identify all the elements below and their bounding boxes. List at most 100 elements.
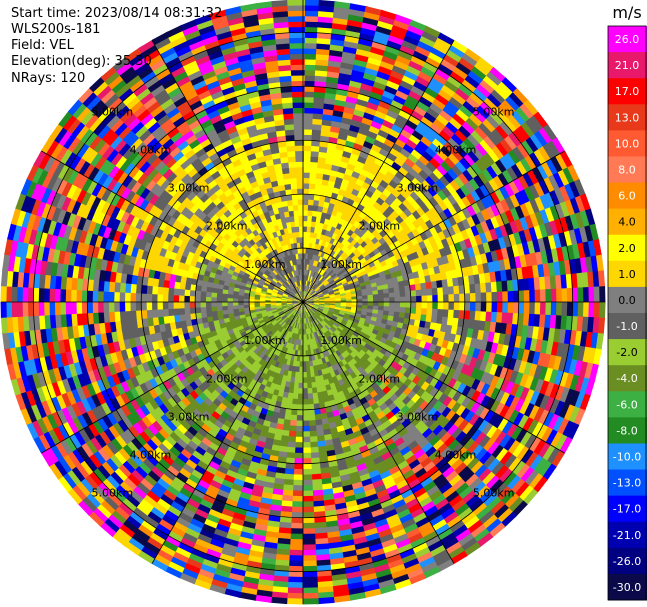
velocity-gate [516, 143, 531, 160]
velocity-gate [466, 216, 477, 229]
velocity-gate [381, 55, 398, 67]
velocity-gate [447, 152, 461, 166]
velocity-gate [303, 150, 312, 157]
velocity-gate [411, 129, 425, 142]
velocity-gate [481, 168, 495, 183]
velocity-gate [311, 282, 316, 289]
velocity-gate [308, 188, 316, 195]
velocity-gate [323, 265, 329, 272]
velocity-gate [304, 291, 308, 297]
velocity-gate [349, 272, 357, 278]
velocity-gate [416, 100, 431, 113]
velocity-gate [395, 54, 413, 67]
velocity-gate [287, 560, 303, 567]
velocity-gate [327, 288, 334, 293]
velocity-gate [322, 271, 328, 277]
velocity-gate [334, 278, 341, 284]
velocity-gate [469, 302, 477, 313]
velocity-gate [314, 69, 329, 77]
velocity-gate [324, 92, 338, 100]
velocity-gate [429, 226, 439, 237]
velocity-gate [494, 159, 508, 175]
velocity-gate [539, 209, 551, 226]
velocity-gate [483, 135, 498, 151]
velocity-gate [451, 164, 464, 178]
velocity-gate [390, 99, 405, 111]
velocity-gate [350, 74, 365, 84]
velocity-gate [441, 84, 457, 98]
velocity-gate [319, 245, 325, 252]
velocity-gate [325, 266, 331, 273]
velocity-gate [550, 288, 557, 304]
velocity-gate [303, 215, 309, 222]
velocity-gate [328, 277, 335, 284]
velocity-gate [315, 48, 332, 56]
velocity-gate [442, 125, 457, 139]
velocity-gate [480, 196, 492, 211]
velocity-gate [310, 259, 315, 266]
velocity-gate [392, 94, 408, 106]
velocity-gate [303, 161, 312, 168]
velocity-gate [315, 59, 331, 67]
velocity-gate [477, 57, 496, 73]
velocity-gate [313, 248, 318, 256]
velocity-gate [304, 290, 306, 297]
velocity-gate [323, 201, 331, 209]
velocity-gate [579, 193, 592, 213]
velocity-gate [364, 67, 380, 77]
velocity-gate [312, 107, 325, 115]
velocity-gate [310, 289, 315, 295]
velocity-gate [315, 272, 320, 279]
velocity-gate [341, 259, 348, 267]
velocity-gate [438, 129, 453, 143]
velocity-gate [323, 281, 330, 287]
velocity-gate [305, 285, 308, 292]
velocity-gate [437, 230, 447, 242]
velocity-gate [524, 186, 536, 203]
velocity-gate [291, 485, 303, 492]
velocity-gate [545, 288, 552, 304]
velocity-gate [311, 139, 322, 147]
velocity-gate [485, 193, 497, 208]
velocity-gate [322, 108, 335, 116]
velocity-gate [326, 185, 335, 193]
velocity-gate [361, 116, 375, 127]
velocity-gate [301, 560, 317, 567]
velocity-gate [312, 113, 325, 120]
velocity-gate [360, 145, 373, 155]
velocity-gate [351, 69, 367, 79]
velocity-gate [310, 161, 319, 169]
velocity-gate [375, 134, 388, 145]
velocity-gate [317, 205, 324, 213]
velocity-gate [410, 290, 417, 298]
velocity-gate [322, 289, 329, 294]
velocity-gate [534, 196, 546, 213]
velocity-gate [494, 226, 504, 241]
velocity-gate [417, 40, 435, 54]
velocity-gate [467, 70, 485, 86]
velocity-gate [406, 65, 423, 77]
velocity-gate [474, 61, 492, 77]
velocity-gate [305, 291, 309, 298]
velocity-gate [447, 215, 458, 228]
velocity-gate [408, 134, 422, 146]
velocity-gate [429, 122, 444, 136]
velocity-gate [386, 109, 401, 121]
velocity-gate [321, 264, 328, 271]
velocity-gate [304, 291, 307, 297]
velocity-gate [463, 137, 477, 152]
velocity-gate [564, 199, 576, 218]
velocity-gate [322, 173, 331, 181]
velocity-gate [322, 234, 329, 242]
velocity-gate [312, 284, 318, 290]
velocity-gate [403, 34, 422, 47]
velocity-gate [394, 138, 408, 149]
velocity-gate [303, 247, 307, 254]
velocity-gate [512, 88, 530, 106]
velocity-gate [504, 135, 519, 152]
velocity-gate [303, 112, 315, 119]
velocity-gate [529, 212, 540, 229]
velocity-gate [458, 83, 475, 98]
velocity-gate [332, 239, 339, 247]
velocity-gate [429, 102, 445, 116]
